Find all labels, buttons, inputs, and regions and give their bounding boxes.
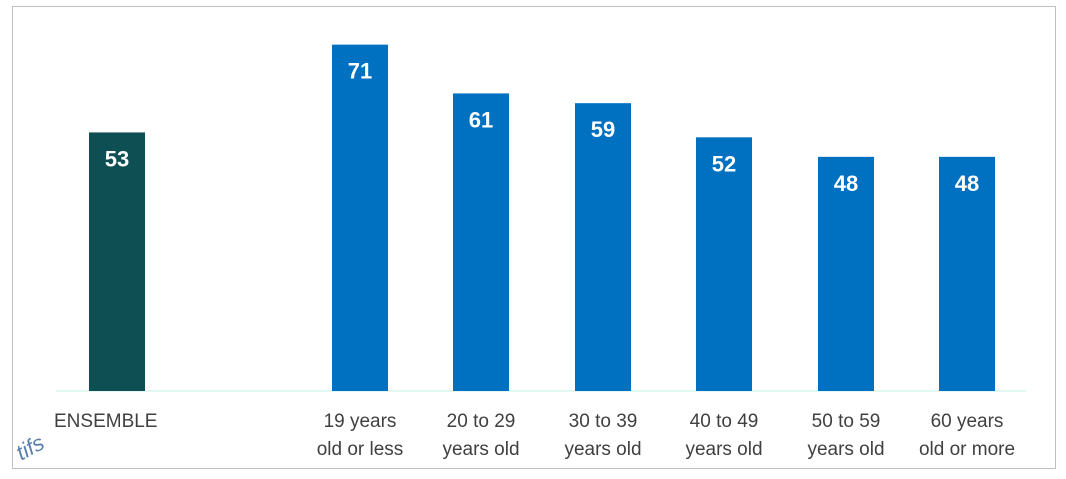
value-labels-group: 53 71 61 59 52 48 48 — [105, 59, 979, 196]
bar-2 — [453, 93, 509, 392]
value-label-0: 53 — [105, 146, 129, 171]
value-label-4: 52 — [712, 151, 736, 176]
value-label-2: 61 — [469, 107, 493, 132]
category-label-6-line-0: 60 years — [931, 411, 1004, 432]
category-label-1-line-1: old or less — [317, 439, 404, 460]
bar-4 — [696, 137, 752, 391]
category-label-1-line-0: 19 years — [324, 411, 397, 432]
category-label-2-line-1: years old — [442, 439, 519, 460]
bars-group — [89, 44, 995, 392]
category-label-2-line-0: 20 to 29 — [447, 411, 516, 432]
bar-1 — [332, 44, 388, 392]
bar-3 — [575, 103, 631, 392]
category-labels-group: ENSEMBLE 19 years old or less 20 to 29 years… — [54, 411, 1015, 460]
value-label-6: 48 — [955, 171, 979, 196]
category-label-0-line-0: ENSEMBLE — [54, 411, 157, 432]
value-label-5: 48 — [834, 171, 858, 196]
category-label-6-line-1: old or more — [919, 439, 1015, 460]
value-label-1: 71 — [348, 59, 372, 84]
category-label-4-line-0: 40 to 49 — [690, 411, 759, 432]
category-label-3-line-0: 30 to 39 — [569, 411, 638, 432]
category-label-4-line-1: years old — [685, 439, 762, 460]
category-label-5-line-0: 50 to 59 — [812, 411, 881, 432]
category-label-3-line-1: years old — [564, 439, 641, 460]
bar-0 — [89, 132, 145, 391]
bar-5 — [818, 156, 874, 391]
chart-frame — [12, 6, 1056, 469]
bar-6 — [939, 156, 995, 391]
category-label-5-line-1: years old — [807, 439, 884, 460]
value-label-3: 59 — [591, 117, 615, 142]
